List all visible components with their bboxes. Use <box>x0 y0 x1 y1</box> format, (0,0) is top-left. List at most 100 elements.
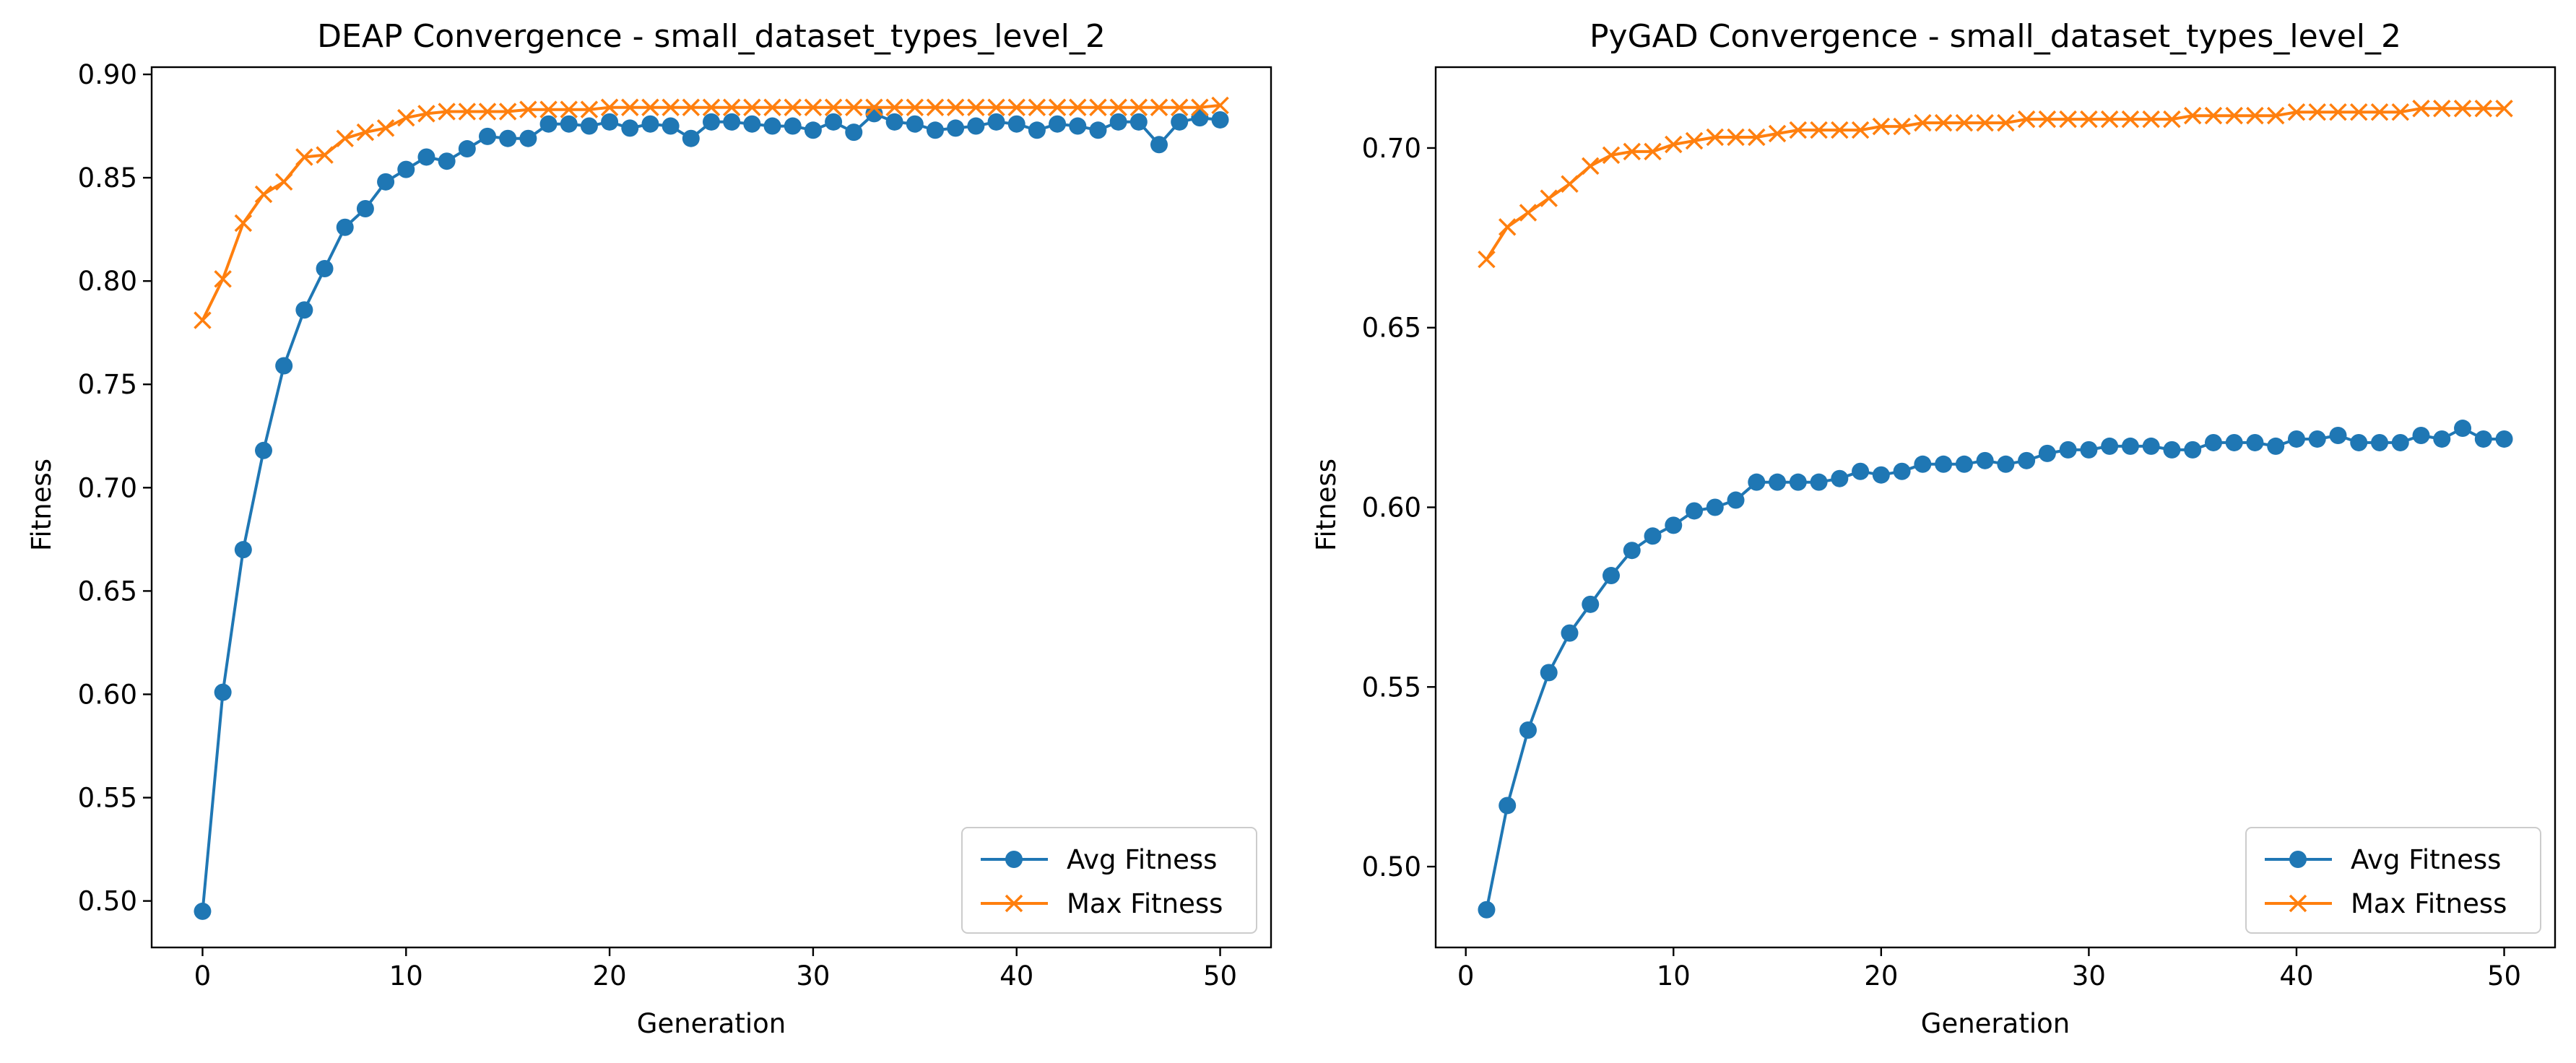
data-point <box>1914 455 1932 473</box>
data-point <box>1706 128 1725 147</box>
data-point <box>1851 121 1870 139</box>
y-tick-label: 0.60 <box>1362 493 1421 524</box>
data-point <box>865 98 883 117</box>
data-point <box>519 100 537 118</box>
data-point <box>254 185 273 204</box>
chart-title: DEAP Convergence - small_dataset_types_l… <box>317 18 1106 55</box>
y-tick-label: 0.60 <box>78 679 137 710</box>
data-point <box>478 103 497 121</box>
x-tick-label: 30 <box>796 960 830 992</box>
data-point <box>2059 441 2077 459</box>
y-tick-label: 0.65 <box>78 576 137 607</box>
series-avg-fitness <box>194 105 1229 920</box>
data-point <box>1519 204 1538 222</box>
data-point <box>336 218 354 236</box>
data-point <box>2495 99 2513 118</box>
data-point <box>1049 115 1067 133</box>
data-point <box>2080 110 2098 129</box>
data-point <box>2246 433 2264 451</box>
data-point <box>1810 473 1828 491</box>
data-point <box>662 117 680 135</box>
data-point <box>1602 567 1620 585</box>
data-point <box>1191 98 1209 117</box>
data-point <box>1748 128 1766 147</box>
x-tick-label: 10 <box>1657 960 1691 992</box>
y-tick-label: 0.70 <box>78 472 137 503</box>
data-point <box>1582 157 1600 175</box>
data-point <box>2308 430 2326 448</box>
data-point <box>641 115 659 133</box>
y-tick-label: 0.80 <box>78 266 137 297</box>
data-point <box>784 98 802 117</box>
data-point <box>2204 433 2222 451</box>
data-point <box>763 117 781 135</box>
y-tick-label: 0.75 <box>78 369 137 400</box>
data-point <box>1498 218 1517 236</box>
data-point <box>1748 473 1766 491</box>
data-point <box>743 98 761 117</box>
x-tick-label: 10 <box>389 960 423 992</box>
data-point <box>2018 451 2036 469</box>
data-point <box>662 98 680 117</box>
data-point <box>1069 117 1087 135</box>
data-point <box>356 123 375 142</box>
x-tick-label: 20 <box>593 960 627 992</box>
data-point <box>498 103 517 121</box>
data-point <box>214 683 232 701</box>
data-point <box>2225 106 2243 125</box>
data-point <box>2370 103 2389 121</box>
data-point <box>2412 426 2430 444</box>
data-point <box>2204 106 2223 125</box>
data-point <box>1706 498 1724 516</box>
data-point <box>1109 113 1127 131</box>
y-tick-label: 0.65 <box>1362 313 1421 344</box>
data-point <box>1561 624 1579 642</box>
data-point <box>987 113 1005 131</box>
data-point <box>560 100 578 118</box>
data-point <box>2412 99 2430 118</box>
data-point <box>1129 113 1148 131</box>
data-point <box>722 98 741 117</box>
data-point <box>2246 106 2264 125</box>
data-point <box>2329 103 2347 121</box>
y-tick-label: 0.90 <box>78 59 137 90</box>
data-point <box>1769 473 1787 491</box>
y-tick-label: 0.70 <box>1362 133 1421 164</box>
data-point <box>2163 441 2181 459</box>
data-point <box>1170 98 1189 117</box>
data-point <box>2287 103 2306 121</box>
data-point <box>1893 117 1911 136</box>
data-point <box>2308 103 2326 121</box>
data-point <box>1007 115 1025 133</box>
x-tick-label: 0 <box>194 960 212 992</box>
data-point <box>1789 121 1808 139</box>
data-point <box>1150 98 1168 117</box>
data-point <box>1914 113 1932 132</box>
data-point <box>2038 444 2056 462</box>
data-point <box>580 117 598 135</box>
x-axis-label: Generation <box>1921 1008 2070 1039</box>
data-point <box>1129 98 1148 117</box>
data-point <box>987 98 1005 117</box>
data-point <box>1893 462 1911 480</box>
legend-marker-max <box>1005 894 1023 913</box>
data-point <box>1831 469 1849 487</box>
series-line <box>1485 107 2505 261</box>
series-max-fitness <box>1478 99 2513 269</box>
data-point <box>1768 124 1787 143</box>
legend-label-avg: Avg Fitness <box>2351 844 2501 875</box>
data-point <box>458 103 477 121</box>
data-point <box>1089 121 1107 139</box>
pygad-chart-panel: PyGAD Convergence - small_dataset_types_… <box>1311 18 2557 1039</box>
data-point <box>2163 110 2181 129</box>
data-point <box>743 115 761 133</box>
data-point <box>2101 437 2119 455</box>
data-point <box>682 98 701 117</box>
legend-label-max: Max Fitness <box>1067 888 1223 919</box>
data-point <box>1028 121 1046 139</box>
data-point <box>1211 96 1229 115</box>
data-point <box>1069 98 1087 117</box>
data-point <box>1789 473 1807 491</box>
data-point <box>438 103 456 121</box>
